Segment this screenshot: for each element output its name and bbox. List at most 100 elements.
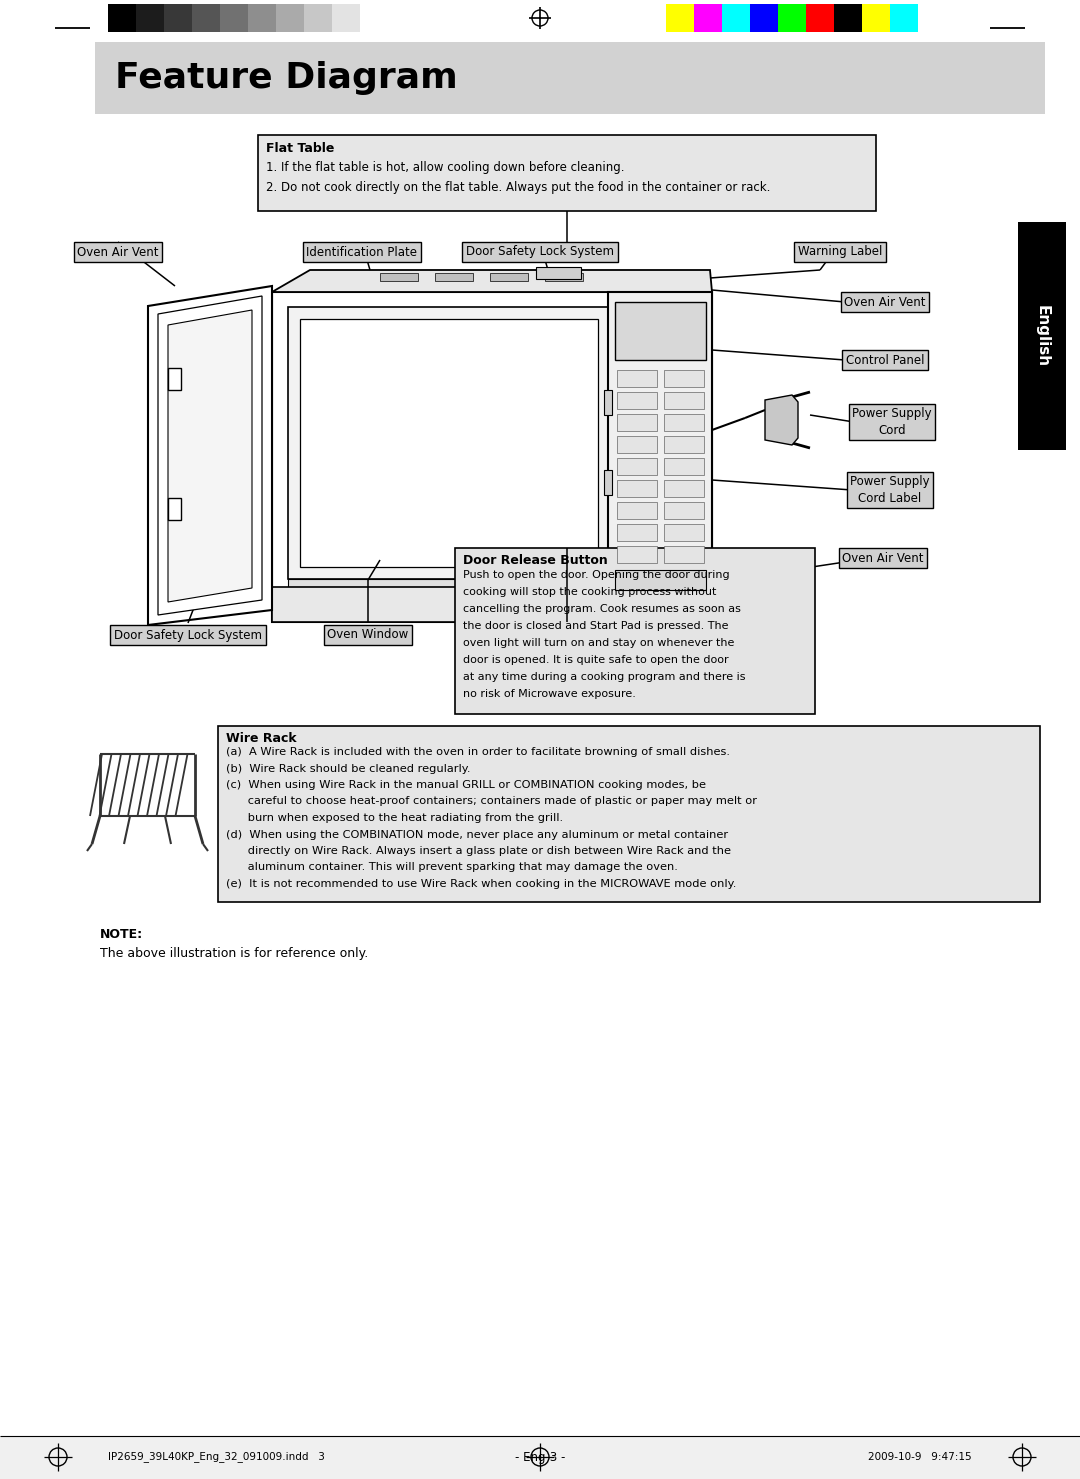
Bar <box>288 578 608 587</box>
Polygon shape <box>272 271 712 291</box>
Bar <box>192 4 220 33</box>
Bar <box>1018 222 1066 450</box>
Bar <box>168 498 181 521</box>
Bar <box>258 135 876 211</box>
Text: - Eng-3 -: - Eng-3 - <box>515 1451 565 1464</box>
Bar <box>890 4 918 33</box>
Bar <box>666 4 694 33</box>
Bar <box>664 414 704 430</box>
Bar <box>664 524 704 541</box>
Text: door is opened. It is quite safe to open the door: door is opened. It is quite safe to open… <box>463 655 729 666</box>
Bar <box>617 481 657 497</box>
Polygon shape <box>168 311 252 602</box>
Text: Door Safety Lock System: Door Safety Lock System <box>114 629 262 642</box>
Bar <box>95 41 1045 114</box>
Text: burn when exposed to the heat radiating from the grill.: burn when exposed to the heat radiating … <box>226 813 563 822</box>
Bar <box>615 569 706 590</box>
Text: The above illustration is for reference only.: The above illustration is for reference … <box>100 947 368 960</box>
Bar <box>664 370 704 387</box>
Text: IP2659_39L40KP_Eng_32_091009.indd   3: IP2659_39L40KP_Eng_32_091009.indd 3 <box>108 1451 325 1463</box>
Polygon shape <box>765 395 798 445</box>
Bar <box>108 4 136 33</box>
Text: 2009-10-9   9:47:15: 2009-10-9 9:47:15 <box>868 1452 972 1463</box>
Text: (e)  It is not recommended to use Wire Rack when cooking in the MICROWAVE mode o: (e) It is not recommended to use Wire Ra… <box>226 879 737 889</box>
Bar <box>723 4 750 33</box>
Bar <box>604 470 612 495</box>
Bar <box>617 524 657 541</box>
Bar <box>536 268 581 280</box>
Text: (d)  When using the COMBINATION mode, never place any aluminum or metal containe: (d) When using the COMBINATION mode, nev… <box>226 830 728 840</box>
Text: Power Supply
Cord: Power Supply Cord <box>852 408 932 436</box>
Bar <box>303 4 332 33</box>
Bar <box>164 4 192 33</box>
Text: cooking will stop the cooking process without: cooking will stop the cooking process wi… <box>463 587 716 598</box>
Bar <box>615 302 706 359</box>
Text: directly on Wire Rack. Always insert a glass plate or dish between Wire Rack and: directly on Wire Rack. Always insert a g… <box>226 846 731 856</box>
Bar <box>95 114 1045 1404</box>
Text: Oven Air Vent: Oven Air Vent <box>842 552 923 565</box>
Bar <box>750 4 778 33</box>
Bar <box>272 587 712 623</box>
Bar <box>834 4 862 33</box>
Bar <box>862 4 890 33</box>
Text: Power Supply
Cord Label: Power Supply Cord Label <box>850 476 930 504</box>
Text: cancelling the program. Cook resumes as soon as: cancelling the program. Cook resumes as … <box>463 603 741 614</box>
Text: Oven Window: Oven Window <box>327 629 408 642</box>
Bar <box>332 4 360 33</box>
Bar <box>664 501 704 519</box>
Text: Oven Air Vent: Oven Air Vent <box>78 246 159 259</box>
Bar <box>218 726 1040 902</box>
Bar <box>694 4 723 33</box>
Text: no risk of Microwave exposure.: no risk of Microwave exposure. <box>463 689 636 700</box>
Bar <box>806 4 834 33</box>
Bar <box>617 414 657 430</box>
Text: the door is closed and Start Pad is pressed. The: the door is closed and Start Pad is pres… <box>463 621 729 632</box>
Text: Warning Label: Warning Label <box>798 246 882 259</box>
Text: careful to choose heat-proof containers; containers made of plastic or paper may: careful to choose heat-proof containers;… <box>226 797 757 806</box>
Bar <box>276 4 303 33</box>
Bar <box>617 392 657 410</box>
Bar <box>220 4 248 33</box>
Bar <box>617 436 657 453</box>
Bar <box>604 390 612 416</box>
Text: (a)  A Wire Rack is included with the oven in order to facilitate browning of sm: (a) A Wire Rack is included with the ove… <box>226 747 730 757</box>
Bar <box>617 546 657 563</box>
Bar <box>918 4 946 33</box>
Text: Identification Plate: Identification Plate <box>307 246 418 259</box>
Bar <box>608 291 712 623</box>
Text: NOTE:: NOTE: <box>100 929 144 942</box>
Polygon shape <box>158 296 262 615</box>
Bar <box>778 4 806 33</box>
Bar <box>248 4 276 33</box>
Bar <box>664 392 704 410</box>
Text: oven light will turn on and stay on whenever the: oven light will turn on and stay on when… <box>463 637 734 648</box>
Text: Door Release Button: Door Release Button <box>463 555 608 568</box>
Bar <box>272 291 712 623</box>
Bar <box>288 308 608 578</box>
Bar <box>300 319 598 566</box>
Bar <box>490 274 528 281</box>
Text: Flat Table: Flat Table <box>266 142 335 154</box>
Bar <box>664 436 704 453</box>
Bar <box>664 458 704 475</box>
Text: Door Safety Lock System: Door Safety Lock System <box>465 246 615 259</box>
Polygon shape <box>148 285 272 626</box>
Bar <box>380 274 418 281</box>
Bar <box>455 549 815 714</box>
Text: Wire Rack: Wire Rack <box>226 732 297 744</box>
Bar <box>0 1436 1080 1479</box>
Text: Control Panel: Control Panel <box>846 353 924 367</box>
Bar <box>360 4 388 33</box>
Text: 1. If the flat table is hot, allow cooling down before cleaning.: 1. If the flat table is hot, allow cooli… <box>266 161 624 173</box>
Bar <box>617 458 657 475</box>
Text: Push to open the door. Opening the door during: Push to open the door. Opening the door … <box>463 569 730 580</box>
Bar <box>136 4 164 33</box>
Bar <box>168 368 181 390</box>
Text: at any time during a cooking program and there is: at any time during a cooking program and… <box>463 671 745 682</box>
Bar <box>545 274 583 281</box>
Text: English: English <box>1035 305 1050 367</box>
Bar <box>435 274 473 281</box>
Text: 2. Do not cook directly on the flat table. Always put the food in the container : 2. Do not cook directly on the flat tabl… <box>266 180 770 194</box>
Bar <box>617 370 657 387</box>
Bar <box>664 481 704 497</box>
